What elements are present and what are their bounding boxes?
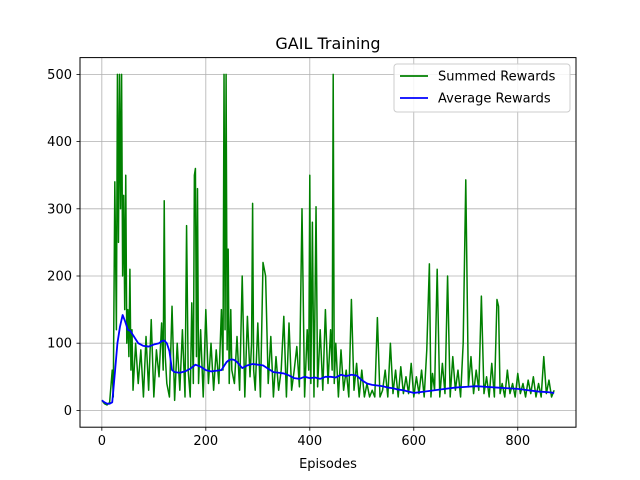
chart-title: GAIL Training (275, 34, 380, 53)
series-layer (101, 73, 555, 406)
x-tick-label: 0 (98, 434, 106, 449)
legend: Summed Rewards Average Rewards (393, 63, 571, 113)
x-tick-label: 400 (297, 434, 322, 449)
x-axis-label: Episodes (299, 457, 357, 472)
x-axis: 0 200 400 600 800 (98, 427, 530, 449)
legend-entry: Summed Rewards (438, 70, 556, 85)
y-tick-label: 0 (64, 404, 72, 419)
y-tick-label: 300 (47, 202, 72, 217)
series-line-average-rewards (101, 314, 555, 405)
x-tick-label: 800 (505, 434, 530, 449)
legend-box (393, 63, 571, 113)
x-tick-label: 600 (401, 434, 426, 449)
y-axis: 0 100 200 300 400 500 (47, 68, 80, 419)
y-tick-label: 500 (47, 68, 72, 83)
y-tick-label: 200 (47, 270, 72, 285)
y-tick-label: 400 (47, 135, 72, 150)
plot-frame (79, 57, 577, 428)
y-tick-label: 100 (47, 337, 72, 352)
series-line-summed-rewards (101, 73, 555, 406)
legend-entry: Average Rewards (438, 92, 551, 107)
x-tick-label: 200 (193, 434, 218, 449)
